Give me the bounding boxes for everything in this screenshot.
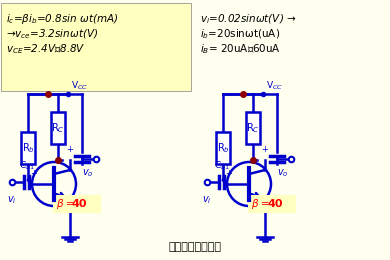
Text: 动态分析（动画）: 动态分析（动画） xyxy=(168,242,222,252)
FancyBboxPatch shape xyxy=(53,195,101,213)
Text: +: + xyxy=(30,169,37,178)
Text: V$_{CC}$: V$_{CC}$ xyxy=(266,80,283,92)
Text: β =: β = xyxy=(251,199,269,209)
Text: R$_C$: R$_C$ xyxy=(51,121,65,135)
Text: $v_o$: $v_o$ xyxy=(82,167,94,179)
FancyBboxPatch shape xyxy=(1,3,191,91)
Text: V$_{CC}$: V$_{CC}$ xyxy=(71,80,88,92)
Text: $v_i$=0.02sinωt(V) →: $v_i$=0.02sinωt(V) → xyxy=(200,12,296,25)
Text: R$_C$: R$_C$ xyxy=(246,121,260,135)
Text: C$_{b1}$: C$_{b1}$ xyxy=(214,159,230,172)
Text: β =: β = xyxy=(56,199,74,209)
Text: +: + xyxy=(225,169,232,178)
Text: 40: 40 xyxy=(267,199,282,209)
FancyBboxPatch shape xyxy=(246,112,260,144)
FancyBboxPatch shape xyxy=(21,132,35,164)
Text: +: + xyxy=(261,145,268,154)
FancyBboxPatch shape xyxy=(51,112,65,144)
Text: R$_b$: R$_b$ xyxy=(216,141,229,155)
Text: $i_b$=20sinωt(uA): $i_b$=20sinωt(uA) xyxy=(200,27,280,41)
Text: $v_i$: $v_i$ xyxy=(7,194,17,206)
Text: $v_o$: $v_o$ xyxy=(277,167,289,179)
Text: 40: 40 xyxy=(72,199,87,209)
FancyBboxPatch shape xyxy=(195,0,390,260)
Text: $i_B$= 20uA～60uA: $i_B$= 20uA～60uA xyxy=(200,42,281,56)
Text: →$v_{ce}$=3.2sinωt(V): →$v_{ce}$=3.2sinωt(V) xyxy=(6,27,98,41)
Text: R$_b$: R$_b$ xyxy=(21,141,34,155)
Text: $i_c$=β$i_b$=0.8sin ωt(mA): $i_c$=β$i_b$=0.8sin ωt(mA) xyxy=(6,12,119,26)
FancyBboxPatch shape xyxy=(248,195,296,213)
Text: C$_{b1}$: C$_{b1}$ xyxy=(19,159,35,172)
FancyBboxPatch shape xyxy=(0,0,195,260)
Text: $v_i$: $v_i$ xyxy=(202,194,212,206)
Text: +: + xyxy=(66,145,73,154)
Text: $v_{CE}$=2.4V～8.8V: $v_{CE}$=2.4V～8.8V xyxy=(6,42,86,56)
FancyBboxPatch shape xyxy=(216,132,230,164)
